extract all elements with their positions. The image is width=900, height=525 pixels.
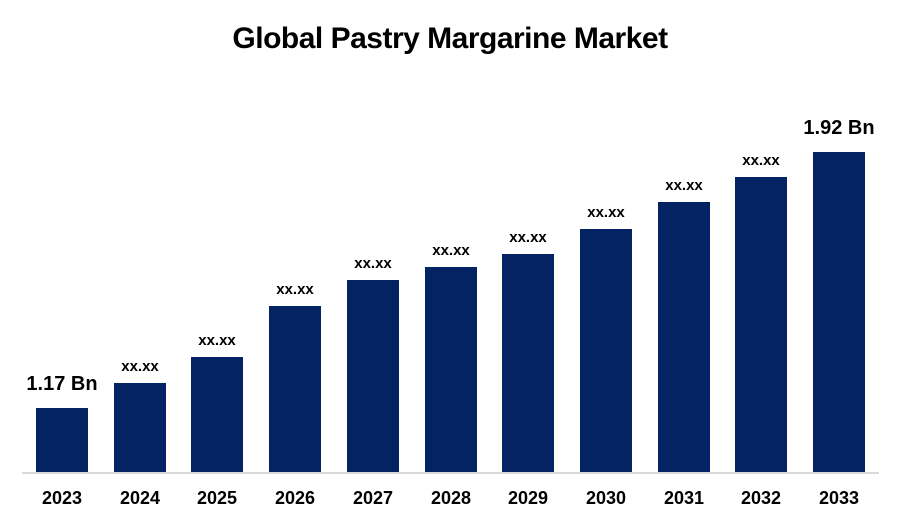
bar-2024	[114, 383, 166, 472]
bar-value-label-2029: xx.xx	[509, 229, 547, 246]
bar-2031	[658, 202, 710, 472]
bar-value-label-2032: xx.xx	[742, 152, 780, 169]
x-axis-label-2028: 2028	[430, 488, 472, 508]
bar-2027	[347, 280, 399, 472]
bar-2030	[580, 229, 632, 472]
x-axis-label-2023: 2023	[41, 488, 83, 508]
bar-2033	[813, 152, 865, 472]
bar-value-label-2031: xx.xx	[665, 177, 703, 194]
bar-2028	[425, 267, 477, 472]
bar-value-label-2027: xx.xx	[354, 255, 392, 272]
bar-2029	[502, 254, 554, 472]
x-axis-label-2024: 2024	[119, 488, 161, 508]
bar-value-label-2023: 1.17 Bn	[26, 373, 98, 395]
bar-value-label-2024: xx.xx	[121, 358, 159, 375]
bar-value-label-2025: xx.xx	[198, 332, 236, 349]
x-axis-label-2033: 2033	[818, 488, 860, 508]
bar-value-label-2033: 1.92 Bn	[803, 117, 875, 139]
x-axis-label-2029: 2029	[507, 488, 549, 508]
x-axis-label-2030: 2030	[585, 488, 627, 508]
bar-2026	[269, 306, 321, 472]
x-axis-label-2025: 2025	[196, 488, 238, 508]
chart-title: Global Pastry Margarine Market	[232, 22, 668, 55]
bar-2023	[36, 408, 88, 472]
x-axis-label-2026: 2026	[274, 488, 316, 508]
bar-value-label-2028: xx.xx	[432, 242, 470, 259]
bar-value-label-2026: xx.xx	[276, 281, 314, 298]
x-axis-label-2032: 2032	[740, 488, 782, 508]
x-axis-label-2031: 2031	[663, 488, 705, 508]
bar-value-label-2030: xx.xx	[587, 204, 625, 221]
x-axis-line	[22, 472, 879, 474]
x-axis-label-2027: 2027	[352, 488, 394, 508]
bar-2025	[191, 357, 243, 472]
bar-2032	[735, 177, 787, 472]
